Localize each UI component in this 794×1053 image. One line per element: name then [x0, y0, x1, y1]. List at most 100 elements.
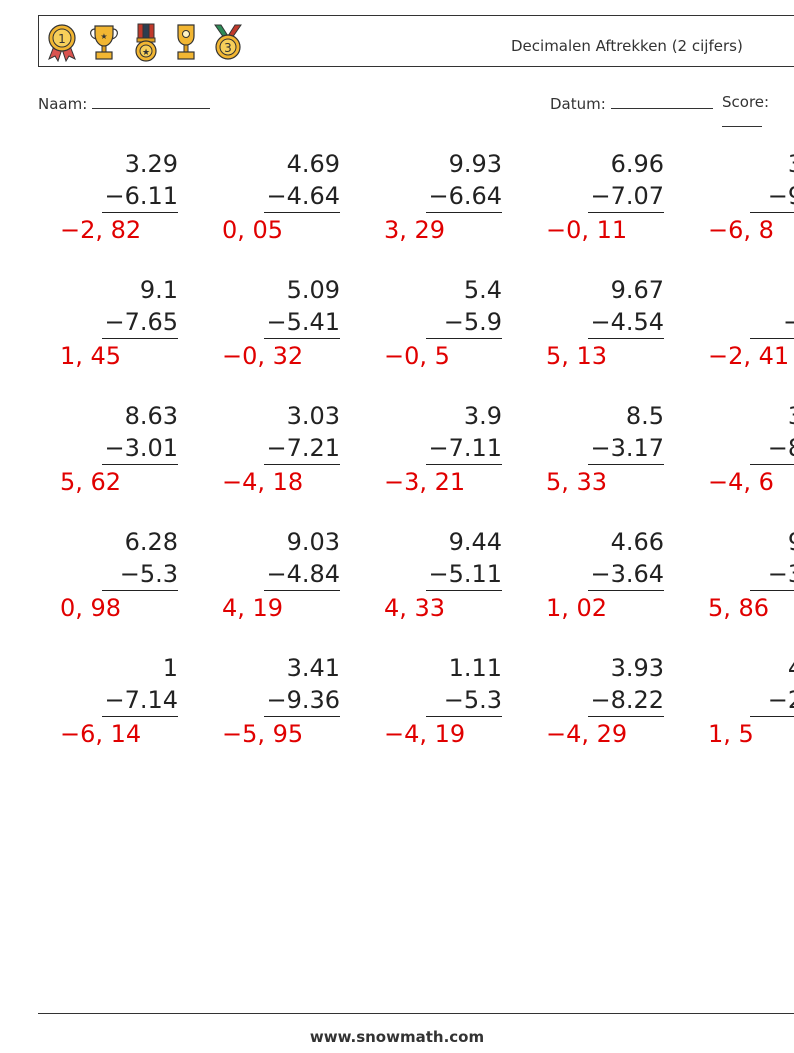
subtrahend: −3.64	[590, 560, 664, 588]
answer-rule	[264, 212, 340, 213]
minuend: 8.63	[124, 402, 178, 430]
answer: 1, 5	[708, 720, 754, 748]
answer: 0, 98	[60, 594, 122, 622]
answer-rule	[264, 590, 340, 591]
answer: −2, 41	[708, 342, 790, 370]
answer-rule	[102, 338, 178, 339]
answer-rule	[102, 212, 178, 213]
subtrahend: −7.65	[104, 308, 178, 336]
answer-rule	[588, 212, 664, 213]
problem-10: 5.−8.−2, 41	[700, 276, 794, 386]
subtrahend: −9.36	[266, 686, 340, 714]
minuend: 3.5	[788, 402, 794, 430]
answer-rule	[264, 716, 340, 717]
subtrahend: −3.7	[767, 560, 794, 588]
date-field: Datum:	[550, 93, 713, 113]
subtrahend: −5.41	[266, 308, 340, 336]
worksheet-title: Decimalen Aftrekken (2 cijfers)	[511, 37, 743, 55]
subtrahend: −7.07	[590, 182, 664, 210]
minuend: 4.69	[286, 150, 340, 178]
answer: −0, 32	[222, 342, 304, 370]
subtrahend: −3.01	[104, 434, 178, 462]
problem-13: 3.9 −7.11 −3, 21	[376, 402, 536, 512]
problem-19: 4.66 −3.64 1, 02	[538, 528, 698, 638]
subtrahend: −9.8	[767, 182, 794, 210]
subtrahend: −3.17	[590, 434, 664, 462]
answer-rule	[426, 716, 502, 717]
problem-18: 9.44 −5.11 4, 33	[376, 528, 536, 638]
date-blank[interactable]	[610, 93, 713, 109]
answer: −0, 5	[384, 342, 450, 370]
subtrahend: −8.	[782, 308, 794, 336]
minuend: 8.5	[625, 402, 664, 430]
minuend: 3.93	[610, 654, 664, 682]
medal-3rd-icon: 3	[214, 24, 242, 60]
answer-rule	[588, 464, 664, 465]
subtrahend: −5.3	[443, 686, 502, 714]
problem-7: 5.09 −5.41 −0, 32	[214, 276, 374, 386]
problem-14: 8.5 −3.17 5, 33	[538, 402, 698, 512]
answer-rule	[426, 212, 502, 213]
name-label: Naam:	[38, 95, 88, 113]
answer-rule	[588, 338, 664, 339]
score-blank[interactable]	[722, 111, 762, 127]
answer: −4, 6	[708, 468, 774, 496]
answer: −3, 21	[384, 468, 466, 496]
problem-2: 4.69 −4.64 0, 05	[214, 150, 374, 260]
answer: 4, 33	[384, 594, 446, 622]
score-field: Score:	[722, 93, 794, 131]
minuend: 6.28	[124, 528, 178, 556]
name-field: Naam:	[38, 93, 211, 113]
answer-rule	[264, 338, 340, 339]
subtrahend: −6.64	[428, 182, 502, 210]
problem-8: 5.4 −5.9 −0, 5	[376, 276, 536, 386]
answer: −5, 95	[222, 720, 304, 748]
problem-12: 3.03 −7.21 −4, 18	[214, 402, 374, 512]
minuend: 9.1	[139, 276, 178, 304]
problem-3: 9.93 −6.64 3, 29	[376, 150, 536, 260]
minuend: 3.0	[788, 150, 794, 178]
svg-text:1: 1	[58, 32, 66, 46]
subtrahend: −8.22	[590, 686, 664, 714]
problem-25: 4.2 −2.7 1, 5	[700, 654, 794, 764]
answer-rule	[750, 212, 794, 213]
answer: 1, 02	[546, 594, 608, 622]
award-icons: 1 ★ ★	[45, 20, 247, 64]
problem-9: 9.67 −4.54 5, 13	[538, 276, 698, 386]
minuend: 3.03	[286, 402, 340, 430]
minuend: 3.29	[124, 150, 178, 178]
subtrahend: −5.9	[443, 308, 502, 336]
answer: −6, 14	[60, 720, 142, 748]
answer-rule	[426, 464, 502, 465]
minuend: 9.67	[610, 276, 664, 304]
answer-rule	[102, 464, 178, 465]
problem-11: 8.63 −3.01 5, 62	[52, 402, 212, 512]
medal-1st-icon: 1	[48, 24, 76, 62]
problem-4: 6.96 −7.07 −0, 11	[538, 150, 698, 260]
answer: 1, 45	[60, 342, 122, 370]
answer: −6, 8	[708, 216, 774, 244]
footer-divider	[38, 1013, 794, 1014]
subtrahend: −7.21	[266, 434, 340, 462]
minuend: 5.4	[463, 276, 502, 304]
svg-text:★: ★	[100, 32, 107, 41]
answer: 5, 33	[546, 468, 608, 496]
problem-15: 3.5 −8.1 −4, 6	[700, 402, 794, 512]
worksheet-header: 1 ★ ★	[38, 15, 794, 67]
minuend: 4.66	[610, 528, 664, 556]
subtrahend: −4.64	[266, 182, 340, 210]
answer-rule	[102, 590, 178, 591]
answer: 3, 29	[384, 216, 446, 244]
minuend: 9.93	[448, 150, 502, 178]
answer: −4, 19	[384, 720, 466, 748]
answer-rule	[588, 590, 664, 591]
score-label: Score:	[722, 93, 770, 111]
svg-text:3: 3	[224, 41, 232, 55]
problem-24: 3.93 −8.22 −4, 29	[538, 654, 698, 764]
problem-16: 6.28 −5.3 0, 98	[52, 528, 212, 638]
minuend: 9.03	[286, 528, 340, 556]
answer-rule	[426, 590, 502, 591]
answer-rule	[102, 716, 178, 717]
name-blank[interactable]	[92, 93, 211, 109]
answer-rule	[426, 338, 502, 339]
